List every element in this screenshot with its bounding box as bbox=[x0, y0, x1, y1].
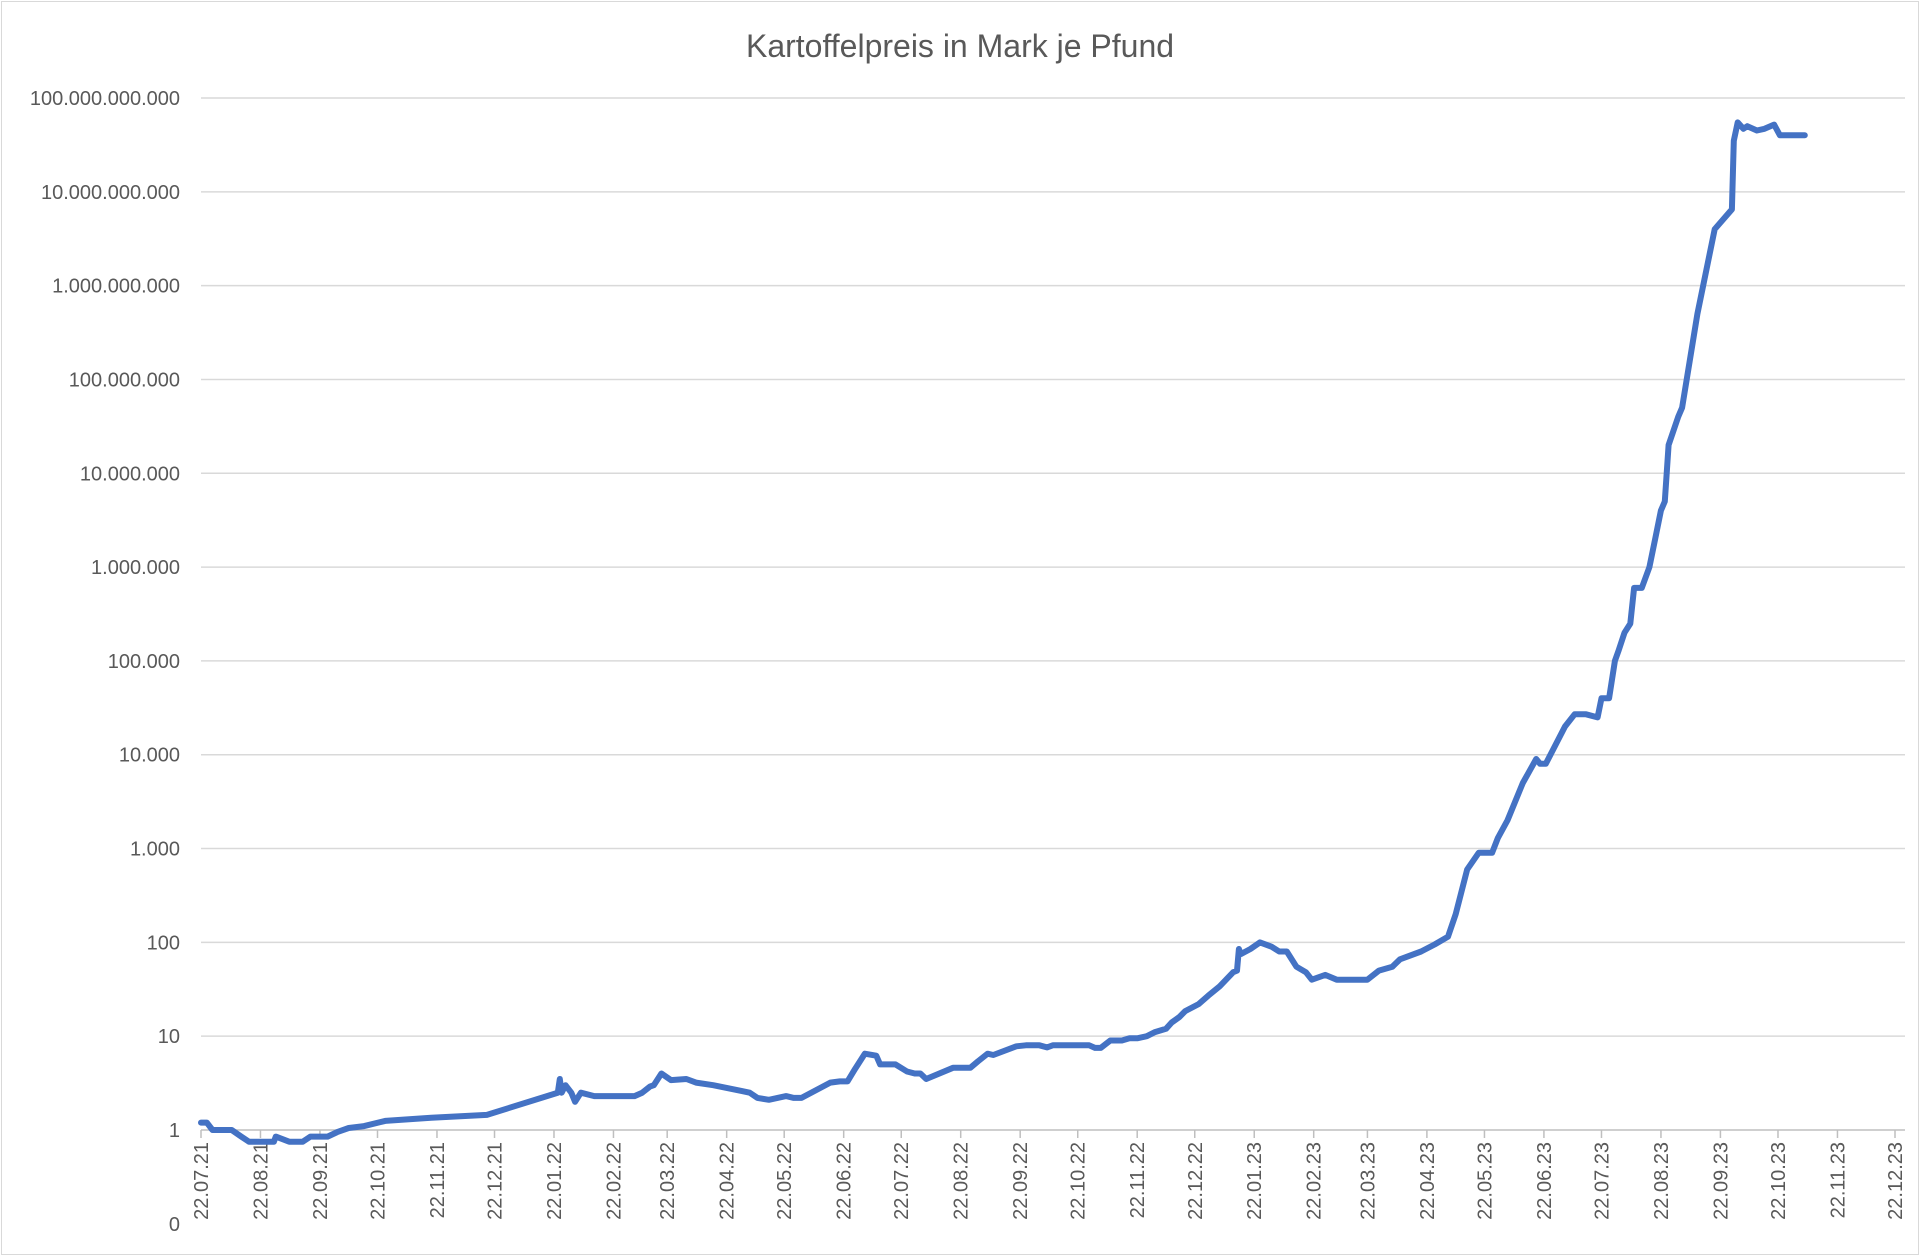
x-tick-label: 22.08.21 bbox=[250, 1142, 272, 1220]
x-tick-label: 22.11.22 bbox=[1127, 1142, 1149, 1218]
y-tick-label: 100.000.000.000 bbox=[30, 88, 180, 110]
y-tick-label: 100.000 bbox=[108, 651, 180, 673]
x-tick-label: 22.06.23 bbox=[1534, 1142, 1556, 1220]
x-tick-label: 22.02.23 bbox=[1304, 1142, 1326, 1220]
x-axis-tick-labels: 22.07.21 22.08.21 22.09.21 22.10.21 22.11.21… bbox=[191, 1142, 1907, 1220]
y-tick-label: 10.000 bbox=[119, 745, 180, 767]
y-tick-label: 1 bbox=[169, 1120, 180, 1142]
y-tick-label: 1.000.000 bbox=[91, 557, 180, 579]
y-axis-tick-labels: 0 1 10 100 1.000 10.000 100.000 1.000.000 10.000… bbox=[30, 88, 180, 1236]
y-tick-label: 10.000.000.000 bbox=[41, 182, 180, 204]
x-tick-label: 22.07.22 bbox=[891, 1142, 913, 1220]
x-tick-label: 22.07.21 bbox=[191, 1142, 213, 1220]
chart-title: Kartoffelpreis in Mark je Pfund bbox=[746, 28, 1174, 64]
series-line bbox=[198, 119, 1808, 1145]
x-tick-label: 22.01.22 bbox=[544, 1142, 566, 1220]
x-tick-label: 22.05.22 bbox=[774, 1142, 796, 1220]
x-tick-label: 22.03.22 bbox=[657, 1142, 679, 1220]
x-tick-label: 22.12.23 bbox=[1885, 1142, 1907, 1220]
x-tick-label: 22.11.23 bbox=[1827, 1142, 1849, 1218]
x-tick-label: 22.04.22 bbox=[717, 1142, 739, 1220]
x-tick-label: 22.10.21 bbox=[367, 1142, 389, 1220]
y-tick-label: 100.000.000 bbox=[69, 369, 180, 391]
x-tick-label: 22.08.23 bbox=[1651, 1142, 1673, 1220]
x-tick-label: 22.10.23 bbox=[1768, 1142, 1790, 1220]
x-tick-label: 22.05.23 bbox=[1474, 1142, 1496, 1220]
x-tick-label: 22.02.22 bbox=[603, 1142, 625, 1220]
y-tick-label: 100 bbox=[147, 932, 180, 954]
x-tick-label: 22.12.22 bbox=[1185, 1142, 1207, 1220]
x-tick-label: 22.03.23 bbox=[1357, 1142, 1379, 1220]
series-layer bbox=[198, 119, 1808, 1145]
y-tick-label: 10.000.000 bbox=[80, 463, 180, 485]
y-tick-label: 1.000.000.000 bbox=[52, 276, 180, 298]
x-tick-label: 22.04.23 bbox=[1417, 1142, 1439, 1220]
x-tick-label: 22.06.22 bbox=[834, 1142, 856, 1220]
x-tick-label: 22.01.23 bbox=[1244, 1142, 1266, 1220]
x-tick-label: 22.12.21 bbox=[485, 1142, 507, 1220]
x-tick-label: 22.10.22 bbox=[1068, 1142, 1090, 1220]
x-tick-label: 22.09.23 bbox=[1710, 1142, 1732, 1220]
y-tick-label: 10 bbox=[158, 1026, 180, 1048]
y-tick-label: 0 bbox=[169, 1214, 180, 1236]
x-tick-label: 22.08.22 bbox=[951, 1142, 973, 1220]
x-tick-label: 22.09.22 bbox=[1010, 1142, 1032, 1220]
y-tick-label: 1.000 bbox=[130, 839, 180, 861]
x-tick-label: 22.09.21 bbox=[310, 1142, 332, 1220]
gridlines bbox=[201, 97, 1905, 1037]
x-tick-label: 22.07.23 bbox=[1591, 1142, 1613, 1220]
x-axis bbox=[200, 1129, 1905, 1138]
x-tick-label: 22.11.21 bbox=[427, 1142, 449, 1218]
